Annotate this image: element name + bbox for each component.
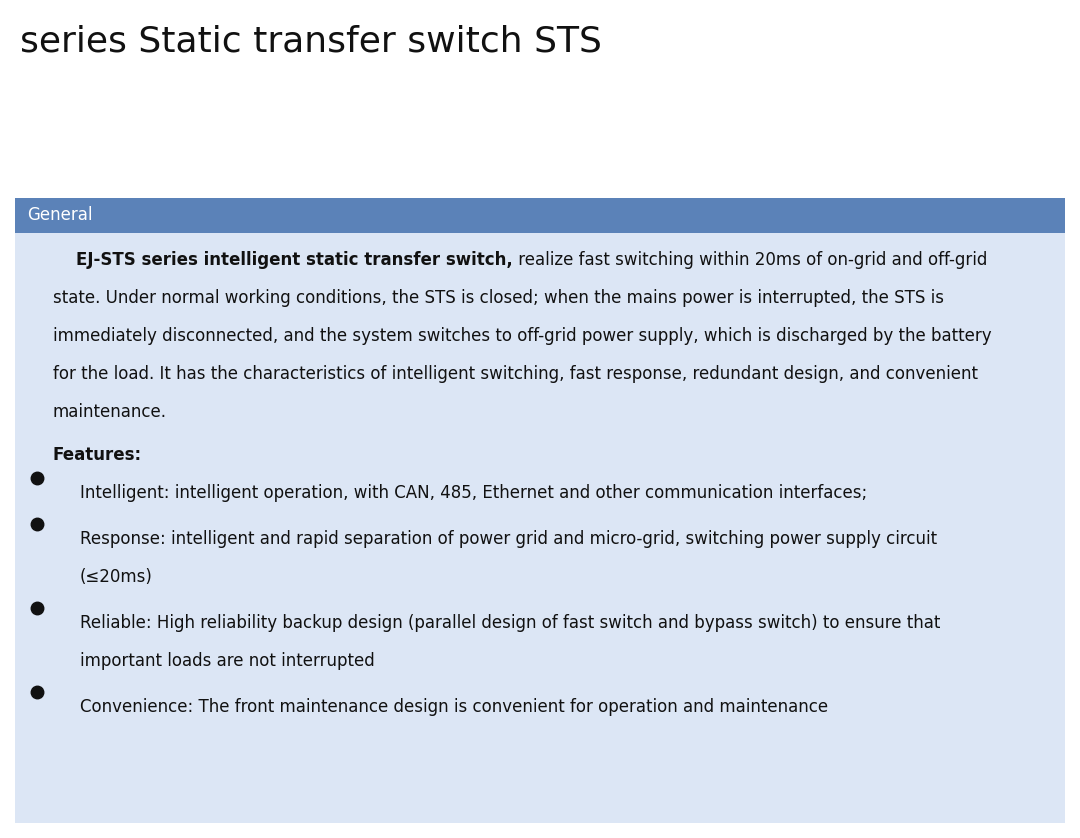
Text: for the load. It has the characteristics of intelligent switching, fast response: for the load. It has the characteristics…	[53, 365, 978, 383]
Text: state. Under normal working conditions, the STS is closed; when the mains power : state. Under normal working conditions, …	[53, 289, 944, 307]
Text: Features:: Features:	[53, 446, 143, 464]
Text: EJ-STS series intelligent static transfer switch,: EJ-STS series intelligent static transfe…	[53, 251, 513, 269]
Text: Intelligent: intelligent operation, with CAN, 485, Ethernet and other communicat: Intelligent: intelligent operation, with…	[80, 484, 867, 502]
Text: Convenience: The front maintenance design is convenient for operation and mainte: Convenience: The front maintenance desig…	[80, 698, 828, 716]
Text: (≤20ms): (≤20ms)	[80, 568, 153, 586]
Text: maintenance.: maintenance.	[53, 403, 167, 421]
Text: Response: intelligent and rapid separation of power grid and micro-grid, switchi: Response: intelligent and rapid separati…	[80, 530, 937, 548]
Text: Reliable: High reliability backup design (parallel design of fast switch and byp: Reliable: High reliability backup design…	[80, 614, 941, 632]
Text: series Static transfer switch STS: series Static transfer switch STS	[21, 25, 602, 59]
Text: immediately disconnected, and the system switches to off-grid power supply, whic: immediately disconnected, and the system…	[53, 327, 991, 345]
Text: General: General	[27, 206, 93, 225]
Bar	[15, 198, 1065, 823]
Bar	[15, 198, 1065, 233]
Text: realize fast switching within 20ms of on-grid and off-grid: realize fast switching within 20ms of on…	[513, 251, 987, 269]
Text: important loads are not interrupted: important loads are not interrupted	[80, 652, 375, 670]
